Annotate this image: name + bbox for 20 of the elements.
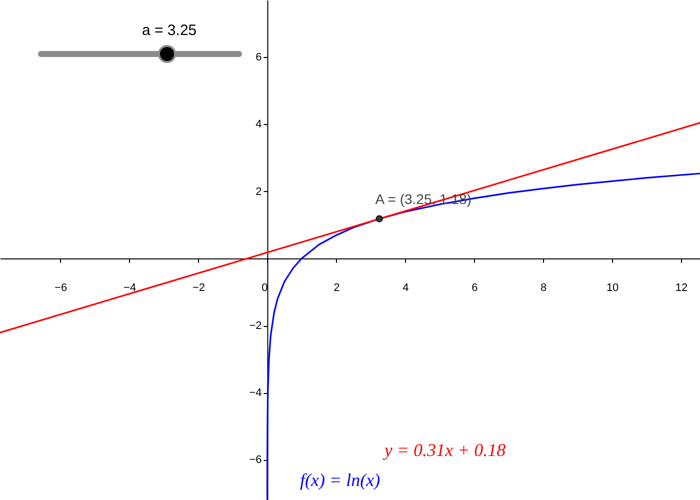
x-tick-label: −6 <box>54 282 68 294</box>
y-tick-label: −4 <box>249 387 262 400</box>
series-label: f(x) = ln(x) <box>300 470 380 490</box>
x-tick-label: 12 <box>675 282 688 294</box>
x-tick-label: 4 <box>402 282 409 294</box>
y-tick-label: 6 <box>256 52 262 64</box>
y-tick-label: 4 <box>256 118 262 131</box>
text: y = 0.31x + 0.18 <box>382 440 506 460</box>
x-tick-label: 6 <box>472 282 478 294</box>
x-tick-label: 8 <box>540 282 547 294</box>
x-tick-label: −4 <box>124 282 136 294</box>
y-tick-label: 2 <box>256 186 262 198</box>
x-tick-label: −2 <box>192 282 206 294</box>
x-tick-label: 0 <box>262 282 268 294</box>
line-series <box>266 172 700 500</box>
annotation: a = 3.25 <box>142 22 197 39</box>
y-tick-label: −2 <box>249 320 262 332</box>
x-tick-label: 10 <box>606 282 619 294</box>
x-tick-label: 2 <box>334 282 340 294</box>
y-tick-label: −6 <box>249 454 262 466</box>
